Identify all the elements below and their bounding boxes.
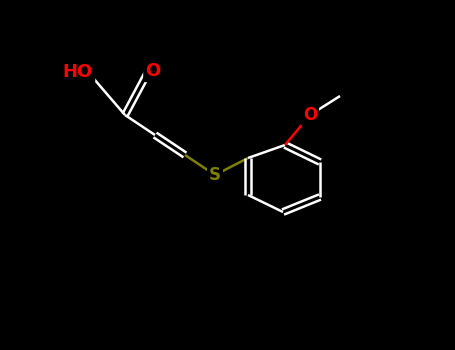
Text: O: O <box>146 62 161 80</box>
Text: S: S <box>209 166 221 184</box>
Text: O: O <box>303 106 317 124</box>
Text: HO: HO <box>63 63 93 81</box>
